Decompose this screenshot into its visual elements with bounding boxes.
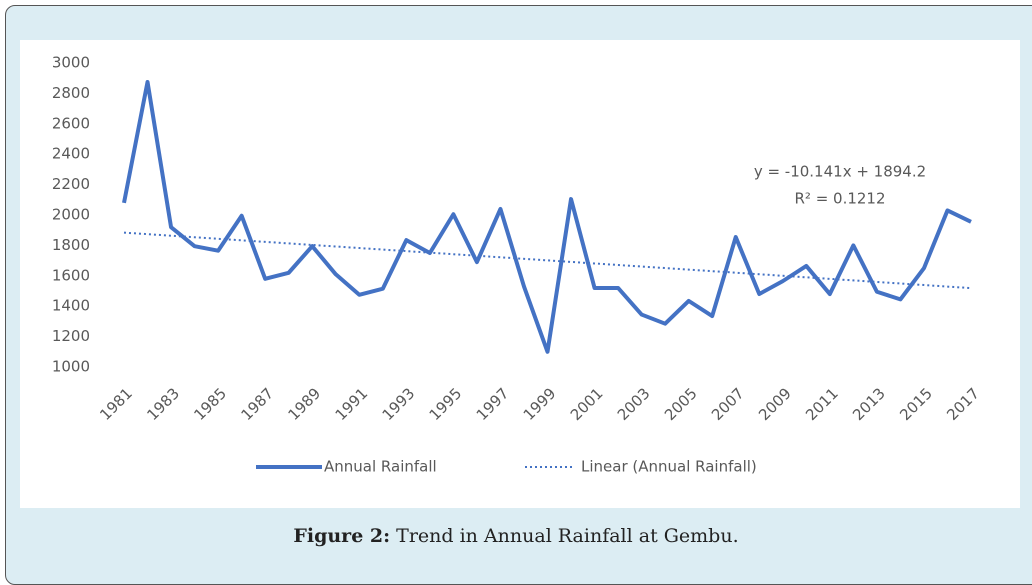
caption: Figure 2: Trend in Annual Rainfall at Gem…	[0, 525, 1032, 547]
y-tick-label: 2200	[52, 175, 90, 193]
y-tick-label: 2800	[52, 84, 90, 102]
y-tick-label: 2000	[52, 206, 90, 224]
y-tick-label: 1200	[52, 327, 90, 345]
y-tick-label: 1800	[52, 236, 90, 254]
page: y = -10.141x + 1894.2 R² = 0.1212 1000 12…	[0, 5, 1032, 585]
chart: y = -10.141x + 1894.2 R² = 0.1212 1000 12…	[20, 40, 1020, 508]
y-tick-label: 2600	[52, 114, 90, 132]
series-line	[123, 231, 972, 290]
caption-label: Figure 2:	[293, 525, 391, 547]
caption-text: Trend in Annual Rainfall at Gembu.	[396, 525, 739, 547]
y-tick-label: 2400	[52, 145, 90, 163]
legend-label: Annual Rainfall	[324, 458, 437, 476]
y-tick-label: 1400	[52, 297, 90, 315]
y-tick-label: 1600	[52, 266, 90, 284]
trend-r-squared: R² = 0.1212	[794, 190, 885, 208]
legend-label: Linear (Annual Rainfall)	[581, 458, 757, 476]
y-tick-label: 3000	[52, 54, 90, 72]
series-line	[122, 80, 972, 354]
y-tick-label: 1000	[52, 358, 90, 376]
trend-equation: y = -10.141x + 1894.2	[754, 163, 926, 181]
